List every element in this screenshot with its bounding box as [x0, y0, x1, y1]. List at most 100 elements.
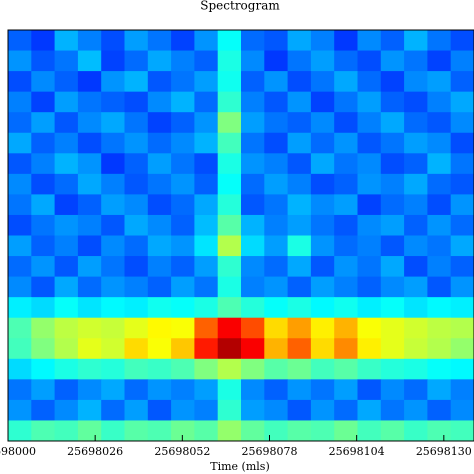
heatmap-cell: [357, 91, 382, 113]
heatmap-cell: [357, 112, 382, 134]
heatmap-cell: [264, 379, 289, 401]
x-tick-label: 25698026: [67, 445, 123, 458]
heatmap-cell: [357, 256, 382, 278]
heatmap-cell: [287, 276, 312, 298]
heatmap-cell: [380, 173, 405, 195]
heatmap-cell: [217, 338, 242, 360]
heatmap-cell: [287, 50, 312, 72]
heatmap-cell: [171, 132, 195, 154]
heatmap-cell: [217, 276, 242, 298]
heatmap-cell: [101, 30, 125, 52]
heatmap-cell: [264, 153, 289, 175]
heatmap-cell: [380, 194, 405, 216]
heatmap-cell: [54, 317, 79, 339]
heatmap-cell: [450, 358, 474, 380]
heatmap-cell: [310, 256, 335, 278]
heatmap-cell: [334, 276, 358, 298]
heatmap-cell: [77, 91, 102, 113]
heatmap-cell: [450, 338, 474, 360]
heatmap-cell: [287, 297, 312, 319]
heatmap-cell: [124, 358, 149, 380]
heatmap-cell: [264, 132, 289, 154]
heatmap-cell: [450, 194, 474, 216]
heatmap-cell: [404, 194, 428, 216]
heatmap-cell: [54, 420, 79, 442]
heatmap-cell: [310, 358, 335, 380]
heatmap-cell: [31, 420, 56, 442]
heatmap-cell: [287, 132, 312, 154]
heatmap-cell: [194, 91, 219, 113]
heatmap-cell: [101, 256, 125, 278]
heatmap-cell: [147, 338, 172, 360]
heatmap-cell: [171, 256, 195, 278]
heatmap-cell: [334, 317, 358, 339]
heatmap-cell: [147, 132, 172, 154]
heatmap-cell: [147, 30, 172, 52]
heatmap-cell: [171, 50, 195, 72]
heatmap-cell: [357, 358, 382, 380]
heatmap-cell: [147, 194, 172, 216]
heatmap-cell: [31, 276, 56, 298]
heatmap-cell: [287, 112, 312, 134]
heatmap-cell: [31, 317, 56, 339]
heatmap-cell: [124, 276, 149, 298]
heatmap-cell: [287, 256, 312, 278]
heatmap-cell: [77, 30, 102, 52]
heatmap-cell: [101, 379, 125, 401]
heatmap-cell: [334, 173, 358, 195]
heatmap-cell: [217, 235, 242, 257]
heatmap-cell: [31, 214, 56, 236]
heatmap-cell: [147, 50, 172, 72]
heatmap-cell: [194, 194, 219, 216]
heatmap-cell: [404, 399, 428, 421]
heatmap-cell: [380, 379, 405, 401]
heatmap-cell: [334, 358, 358, 380]
heatmap-cell: [31, 173, 56, 195]
heatmap-cell: [241, 276, 265, 298]
heatmap-cell: [8, 214, 32, 236]
heatmap-cell: [124, 399, 149, 421]
heatmap-cell: [8, 297, 32, 319]
heatmap-cell: [54, 256, 79, 278]
heatmap-cell: [264, 276, 289, 298]
heatmap-cell: [427, 420, 452, 442]
heatmap-cell: [54, 276, 79, 298]
heatmap-cell: [334, 194, 358, 216]
heatmap-cell: [310, 71, 335, 93]
heatmap-cell: [124, 50, 149, 72]
heatmap-cell: [8, 71, 32, 93]
heatmap-cell: [77, 153, 102, 175]
heatmap-cell: [147, 420, 172, 442]
heatmap-cell: [380, 235, 405, 257]
heatmap-cell: [217, 194, 242, 216]
heatmap-cell: [380, 317, 405, 339]
heatmap-cell: [101, 194, 125, 216]
heatmap-cell: [54, 379, 79, 401]
heatmap-cell: [31, 297, 56, 319]
heatmap-cell: [264, 112, 289, 134]
heatmap-cell: [287, 173, 312, 195]
heatmap-cell: [171, 173, 195, 195]
heatmap-cell: [241, 317, 265, 339]
heatmap-cell: [77, 71, 102, 93]
x-tick-label: 25698000: [0, 445, 36, 458]
heatmap-cell: [427, 112, 452, 134]
heatmap-cell: [241, 194, 265, 216]
heatmap-cell: [310, 194, 335, 216]
heatmap-cell: [147, 399, 172, 421]
heatmap-cell: [147, 153, 172, 175]
heatmap-cell: [287, 420, 312, 442]
heatmap-cell: [54, 112, 79, 134]
heatmap-cell: [31, 91, 56, 113]
heatmap-cell: [450, 112, 474, 134]
heatmap-cell: [194, 420, 219, 442]
heatmap-cell: [264, 173, 289, 195]
heatmap-cell: [241, 71, 265, 93]
heatmap-cell: [101, 420, 125, 442]
heatmap-cell: [77, 50, 102, 72]
heatmap-cell: [77, 358, 102, 380]
heatmap-cell: [264, 235, 289, 257]
heatmap-cell: [124, 297, 149, 319]
heatmap-cell: [310, 91, 335, 113]
heatmap-cell: [31, 71, 56, 93]
